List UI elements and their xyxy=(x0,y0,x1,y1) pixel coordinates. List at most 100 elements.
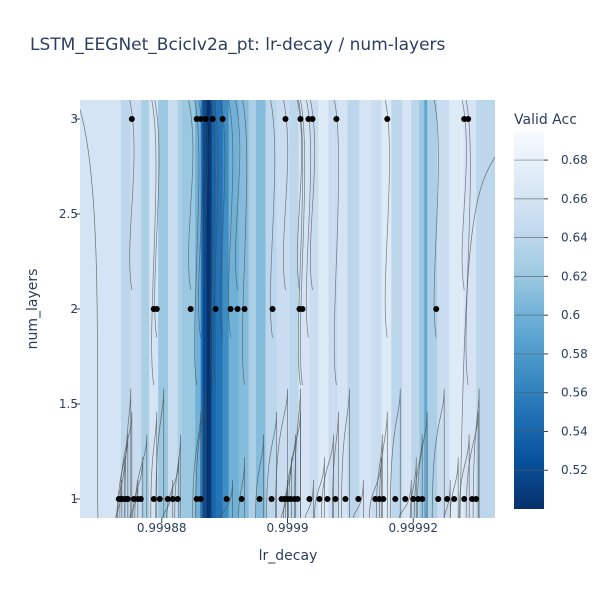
contour-line xyxy=(333,100,339,386)
contour-line xyxy=(151,100,157,386)
heatmap-column xyxy=(120,100,131,518)
heatmap-column xyxy=(476,100,495,518)
trial-point xyxy=(128,116,135,122)
contour-line xyxy=(294,388,301,518)
heatmap-column xyxy=(337,100,348,518)
trial-point xyxy=(380,496,387,502)
heatmap-column xyxy=(427,100,438,518)
heatmap-column xyxy=(202,100,208,518)
heatmap-column xyxy=(222,100,230,518)
heatmap-column xyxy=(289,100,300,518)
contour-line xyxy=(321,434,334,518)
colorbar-title: Valid Acc xyxy=(514,112,577,128)
contour-line xyxy=(266,411,277,518)
y-tick-label: 3 xyxy=(70,112,78,126)
y-tick-label: 2 xyxy=(70,302,78,316)
contour-line xyxy=(213,100,219,386)
colorbar-tick-label: 0.64 xyxy=(561,231,588,245)
heatmap-column xyxy=(309,100,320,518)
trial-point xyxy=(465,116,472,122)
contour-line xyxy=(270,100,276,338)
heatmap-column xyxy=(371,100,382,518)
colorbar-gradient xyxy=(514,131,544,509)
y-axis-label: num_layers xyxy=(25,269,41,350)
trial-point xyxy=(197,496,204,502)
contour-line xyxy=(416,411,428,518)
heatmap-column xyxy=(215,100,224,518)
contour-line xyxy=(461,100,467,291)
colorbar-tick-label: 0.66 xyxy=(561,192,588,206)
contour-line xyxy=(194,100,200,386)
heatmap-column xyxy=(228,100,240,518)
colorbar-tick-label: 0.54 xyxy=(561,424,588,438)
contour-line xyxy=(235,100,241,291)
trial-point xyxy=(156,496,163,502)
contour-line xyxy=(155,388,165,518)
contour-line xyxy=(305,100,312,338)
heatmap-column xyxy=(141,100,150,518)
colorbar: Valid Acc 0.52 0.54 0.56 0.58 0.6 0.62 0.64 0.6… xyxy=(514,112,588,509)
contour-line xyxy=(472,388,480,518)
trial-point xyxy=(223,496,230,502)
trial-point xyxy=(451,496,458,502)
contour-line xyxy=(433,100,439,338)
trial-point xyxy=(124,496,131,502)
x-axis-ticks: 0.99988 0.9999 0.99992 xyxy=(137,518,438,535)
trial-point xyxy=(294,496,301,502)
contour-line xyxy=(228,100,234,338)
heatmap-column xyxy=(402,100,412,518)
contour-line xyxy=(300,100,306,386)
contour-line xyxy=(192,411,202,518)
contour-line xyxy=(368,457,382,518)
heatmap-column xyxy=(195,100,202,518)
contour-line xyxy=(409,457,417,518)
contour-line xyxy=(198,100,204,338)
contour-line xyxy=(116,457,126,518)
trial-point xyxy=(241,306,248,312)
contour-line xyxy=(398,479,412,518)
trial-point xyxy=(299,306,306,312)
contour-line xyxy=(124,388,132,518)
colorbar-tick-label: 0.52 xyxy=(561,463,588,477)
contour-line xyxy=(174,434,182,518)
trial-point xyxy=(269,306,276,312)
trial-point xyxy=(227,306,234,312)
trial-point xyxy=(309,116,316,122)
trial-point xyxy=(238,496,245,502)
colorbar-tick-label: 0.56 xyxy=(561,386,588,400)
colorbar-tick-label: 0.68 xyxy=(561,153,588,167)
contour-line xyxy=(465,411,479,518)
contour-line xyxy=(162,479,174,518)
trial-point xyxy=(333,116,340,122)
heatmap-column xyxy=(449,100,465,518)
contour-line xyxy=(255,434,264,518)
heatmap-column xyxy=(411,100,420,518)
trial-point xyxy=(297,116,304,122)
heatmap-column xyxy=(248,100,257,518)
heatmap-column xyxy=(130,100,142,518)
heatmap-column xyxy=(347,100,360,518)
contour-line xyxy=(220,479,233,518)
trial-point xyxy=(212,306,219,312)
trial-point xyxy=(306,496,313,502)
trial-point xyxy=(234,306,241,312)
contour-line xyxy=(431,388,445,518)
colorbar-tick-label: 0.62 xyxy=(561,269,588,283)
colorbar-ticks: 0.52 0.54 0.56 0.58 0.6 0.62 0.64 0.66 0.68 xyxy=(514,153,588,477)
trial-point xyxy=(384,116,391,122)
contour-line xyxy=(129,100,135,291)
trial-point xyxy=(355,496,362,502)
contour-line xyxy=(150,411,158,518)
contour-line xyxy=(384,100,390,338)
x-axis-label: lr_decay xyxy=(259,548,318,564)
heatmap-column xyxy=(256,100,267,518)
contour-line xyxy=(449,457,459,518)
contour-line xyxy=(195,388,207,518)
contour-line xyxy=(115,479,123,518)
heatmap-column xyxy=(419,100,425,518)
trial-point xyxy=(433,306,440,312)
contour-line xyxy=(210,100,216,386)
trial-point xyxy=(461,496,468,502)
heatmap-column xyxy=(276,100,291,518)
contour-line xyxy=(459,156,495,518)
